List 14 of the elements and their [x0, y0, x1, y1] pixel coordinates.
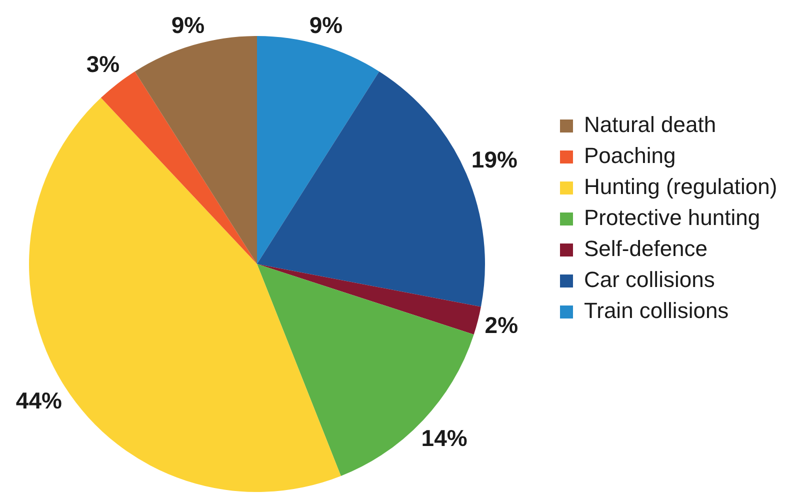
data-label: 3%	[86, 50, 120, 77]
legend-label: Self-defence	[584, 236, 708, 262]
data-label: 44%	[16, 388, 62, 414]
legend-label: Protective hunting	[584, 205, 760, 230]
data-label: 9%	[309, 12, 343, 38]
legend-label: Train collisions	[584, 298, 729, 324]
data-label: 9%	[171, 12, 205, 38]
legend-label: Hunting (regulation)	[584, 174, 778, 200]
legend-label: Car collisions	[584, 267, 715, 292]
data-label: 2%	[484, 312, 518, 338]
data-label: 19%	[471, 146, 518, 173]
legend-label: Poaching	[584, 143, 676, 168]
legend-label: Natural death	[584, 112, 716, 138]
data-label: 14%	[421, 425, 468, 452]
